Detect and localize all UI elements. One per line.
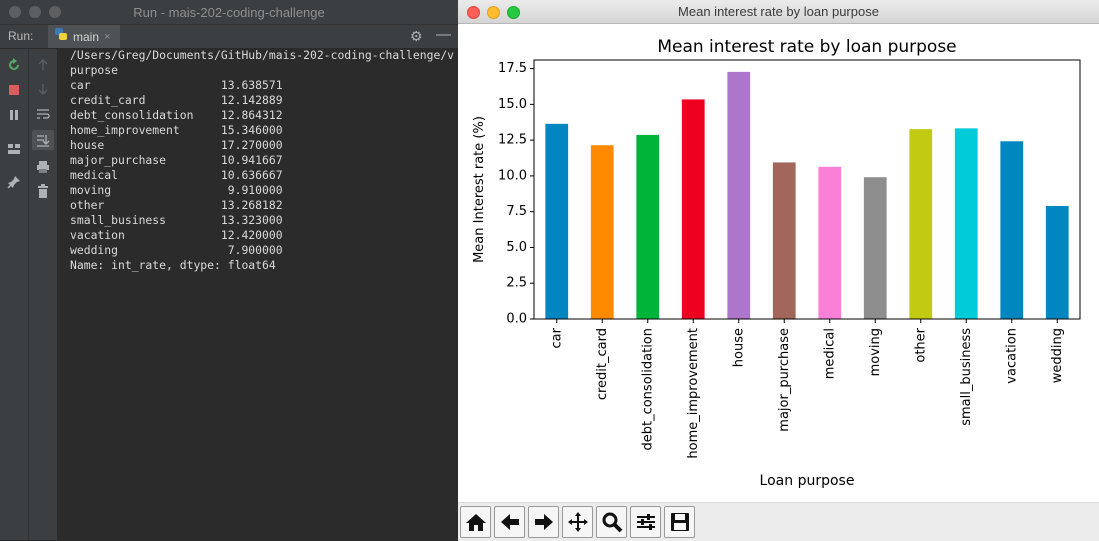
console-actions-gutter	[29, 49, 58, 540]
pan-icon[interactable]	[562, 506, 593, 538]
y-axis-label: Mean Interest rate (%)	[472, 116, 487, 263]
ide-run-window: Run - mais-202-coding-challenge Run: mai…	[0, 0, 458, 540]
console-output: /Users/Greg/Documents/GitHub/mais-202-co…	[70, 48, 454, 273]
x-tick-label: medical	[822, 328, 837, 379]
bar-wedding	[1045, 205, 1069, 319]
configure-subplots-icon[interactable]	[630, 506, 661, 538]
python-icon	[54, 27, 68, 46]
console-line: home_improvement 15.346000	[70, 123, 283, 137]
console-line: car 13.638571	[70, 78, 283, 92]
x-tick-label: car	[549, 327, 564, 348]
close-window-button[interactable]	[9, 6, 21, 18]
console-line: major_purchase 10.941667	[70, 153, 283, 167]
console-line: house 17.270000	[70, 138, 283, 152]
x-tick-label: home_improvement	[686, 328, 701, 459]
y-tick-label: 0.0	[506, 312, 527, 327]
figure-window-title: Mean interest rate by loan purpose	[678, 4, 879, 19]
console-line: moving 9.910000	[70, 183, 283, 197]
console-line: small_business 13.323000	[70, 213, 283, 227]
run-tab-main[interactable]: main ×	[48, 25, 121, 48]
bar-moving	[863, 177, 887, 319]
layout-icon[interactable]	[6, 141, 22, 157]
bar-other	[909, 129, 933, 319]
console-line: purpose	[70, 63, 119, 77]
plot-frame	[533, 59, 1081, 320]
x-tick-label: small_business	[959, 328, 974, 426]
ide-titlebar: Run - mais-202-coding-challenge	[0, 0, 458, 25]
bar-house	[727, 71, 751, 319]
rerun-icon[interactable]	[6, 57, 22, 73]
run-tab-label: main	[73, 29, 100, 44]
zoom-window-button[interactable]	[49, 6, 61, 18]
x-tick-label: debt_consolidation	[640, 328, 655, 451]
soft-wrap-icon[interactable]	[35, 106, 51, 122]
bar-medical	[818, 166, 842, 319]
run-toolbar: Run: main × ⚙ —	[0, 25, 458, 49]
pause-icon[interactable]	[6, 107, 22, 123]
console-line: wedding 7.900000	[70, 243, 283, 257]
up-arrow-icon[interactable]	[35, 57, 51, 73]
chart-title: Mean interest rate by loan purpose	[657, 37, 956, 57]
save-icon[interactable]	[664, 506, 695, 538]
bar-debt_consolidation	[636, 134, 660, 319]
x-tick-label: other	[913, 327, 928, 362]
y-tick-label: 2.5	[506, 276, 527, 291]
y-tick-label: 10.0	[498, 168, 527, 183]
y-tick-label: 15.0	[498, 97, 527, 112]
x-tick-label: moving	[868, 328, 883, 376]
run-label: Run:	[8, 29, 34, 43]
bar-major_purchase	[772, 162, 796, 319]
zoom-icon[interactable]	[596, 506, 627, 538]
run-actions-gutter	[0, 49, 29, 540]
figure-toolbar	[458, 502, 1099, 541]
console-line: debt_consolidation 12.864312	[70, 108, 283, 122]
console-line: vacation 12.420000	[70, 228, 283, 242]
y-tick-label: 12.5	[498, 133, 527, 148]
scroll-to-end-icon[interactable]	[32, 130, 54, 150]
console-line: Name: int_rate, dtype: float64	[70, 258, 276, 272]
console-line: /Users/Greg/Documents/GitHub/mais-202-co…	[70, 48, 455, 62]
bar-small_business	[954, 128, 978, 319]
trash-icon[interactable]	[35, 183, 51, 199]
x-tick-label: wedding	[1050, 328, 1065, 383]
stop-icon[interactable]	[6, 82, 22, 98]
zoom-window-button[interactable]	[507, 6, 520, 19]
x-tick-label: major_purchase	[777, 328, 792, 432]
bar-vacation	[1000, 141, 1024, 319]
console-line: credit_card 12.142889	[70, 93, 283, 107]
figure-titlebar: Mean interest rate by loan purpose	[458, 0, 1099, 24]
x-axis-label: Loan purpose	[760, 473, 855, 489]
y-tick-label: 17.5	[498, 61, 527, 76]
minimize-icon[interactable]: —	[436, 26, 451, 43]
x-tick-label: credit_card	[595, 328, 610, 400]
down-arrow-icon[interactable]	[35, 81, 51, 97]
x-tick-label: house	[731, 328, 746, 367]
gear-icon[interactable]: ⚙	[410, 28, 423, 44]
forward-arrow-icon[interactable]	[528, 506, 559, 538]
console-line: medical 10.636667	[70, 168, 283, 182]
print-icon[interactable]	[35, 159, 51, 175]
x-tick-label: vacation	[1004, 328, 1019, 384]
figure-window: Mean interest rate by loan purpose Mean …	[458, 0, 1099, 541]
bar-car	[545, 123, 569, 320]
bar-home_improvement	[681, 99, 705, 319]
ide-window-title: Run - mais-202-coding-challenge	[133, 5, 325, 20]
y-tick-label: 5.0	[506, 240, 527, 255]
close-window-button[interactable]	[467, 6, 480, 19]
console-line: other 13.268182	[70, 198, 283, 212]
minimize-window-button[interactable]	[29, 6, 41, 18]
bar-chart: Mean interest rate by loan purpose car cre…	[472, 37, 1081, 489]
close-tab-icon[interactable]: ×	[104, 30, 111, 43]
home-icon[interactable]	[460, 506, 491, 538]
pin-icon[interactable]	[6, 174, 22, 190]
y-tick-label: 7.5	[506, 204, 527, 219]
back-arrow-icon[interactable]	[494, 506, 525, 538]
minimize-window-button[interactable]	[487, 6, 500, 19]
bar-credit_card	[590, 145, 614, 319]
